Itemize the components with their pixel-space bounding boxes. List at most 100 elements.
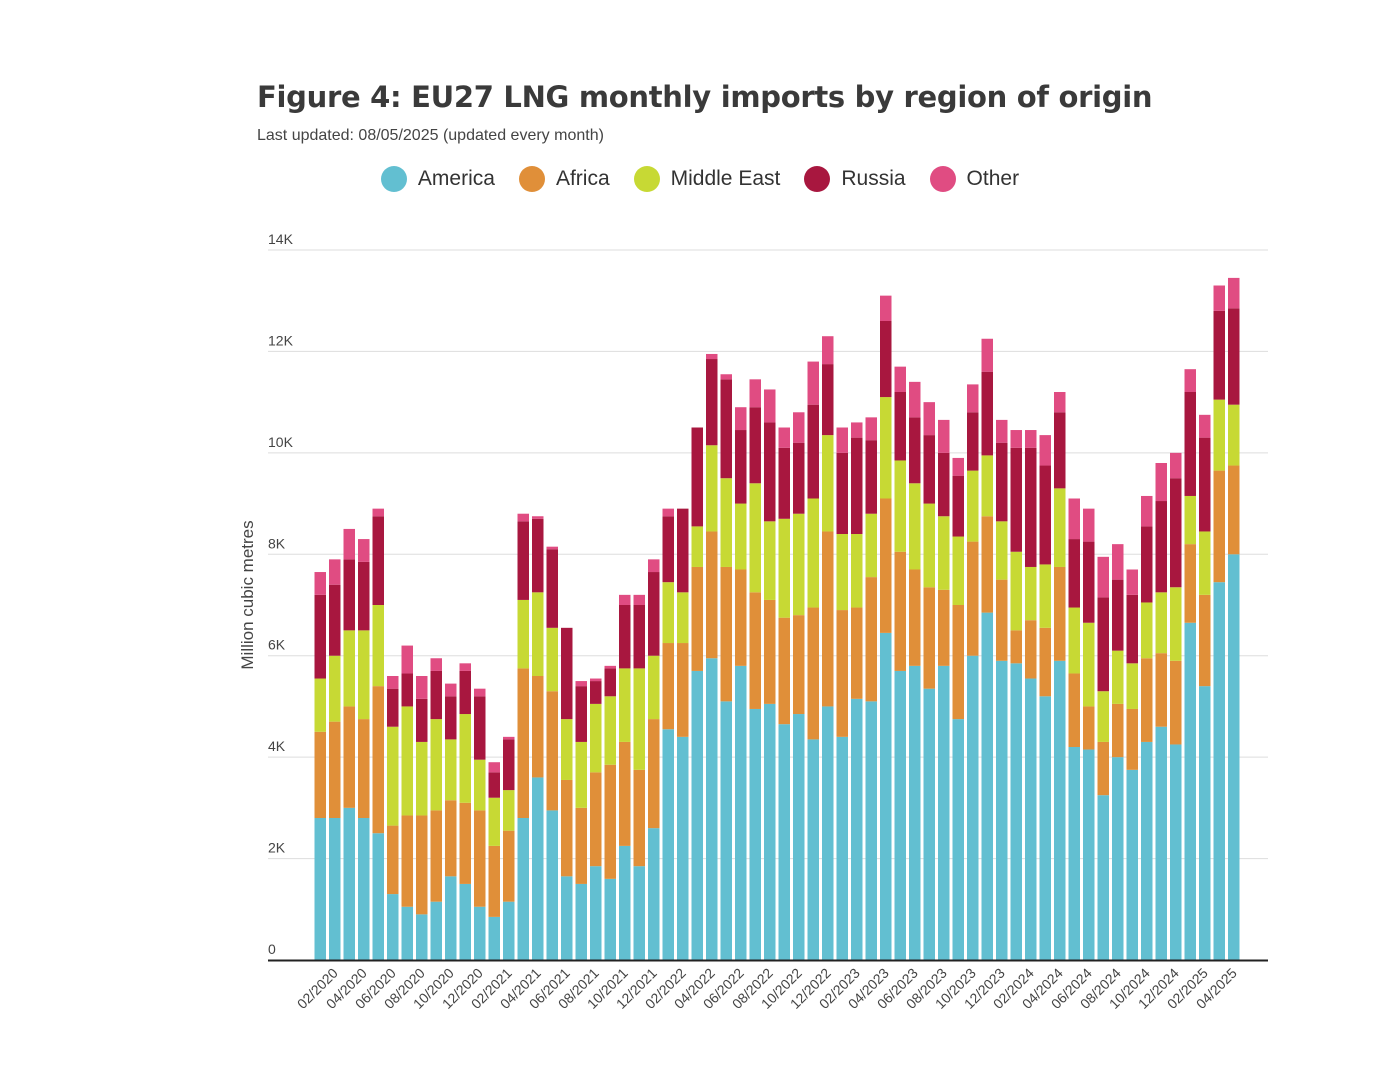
bar-middle-east[interactable] [633,668,646,770]
bar-other[interactable] [1213,285,1226,311]
bar-other[interactable] [720,374,733,380]
bar-russia[interactable] [1126,594,1139,664]
bar-middle-east[interactable] [880,397,892,499]
bar-america[interactable] [706,658,718,960]
bar-middle-east[interactable] [619,668,631,742]
bar-america[interactable] [401,906,414,960]
bar-africa[interactable] [749,592,762,709]
bar-middle-east[interactable] [401,706,414,816]
bar-middle-east[interactable] [1213,399,1226,471]
bar-america[interactable] [532,777,544,960]
bar-america[interactable] [677,736,689,960]
bar-russia[interactable] [735,430,747,504]
bar-russia[interactable] [1199,437,1211,532]
bar-middle-east[interactable] [416,741,428,816]
bar-america[interactable] [1126,769,1139,960]
bar-middle-east[interactable] [1068,607,1081,674]
bar-other[interactable] [1010,430,1023,448]
bar-russia[interactable] [604,668,617,697]
bar-other[interactable] [865,417,878,441]
bar-russia[interactable] [952,475,965,537]
bar-america[interactable] [720,701,733,960]
bar-africa[interactable] [691,566,704,671]
bar-russia[interactable] [1068,539,1081,608]
bar-africa[interactable] [503,830,515,902]
bar-america[interactable] [503,901,515,960]
bar-africa[interactable] [662,643,675,730]
bar-africa[interactable] [735,569,747,666]
bar-middle-east[interactable] [822,435,834,532]
bar-other[interactable] [445,683,457,697]
bar-america[interactable] [793,714,805,960]
bar-africa[interactable] [1213,470,1226,583]
bar-middle-east[interactable] [358,630,370,720]
bar-other[interactable] [503,736,515,740]
bar-america[interactable] [1054,660,1066,960]
bar-america[interactable] [517,818,530,960]
bar-africa[interactable] [923,587,936,689]
bar-other[interactable] [459,663,472,671]
bar-russia[interactable] [1170,478,1182,588]
bar-middle-east[interactable] [343,630,356,707]
bar-russia[interactable] [996,442,1008,522]
bar-other[interactable] [488,762,501,773]
bar-middle-east[interactable] [1039,564,1052,628]
bar-russia[interactable] [1141,526,1153,603]
bar-america[interactable] [1170,744,1182,960]
bar-russia[interactable] [619,605,631,669]
bar-other[interactable] [1025,430,1037,448]
bar-other[interactable] [416,676,428,699]
bar-africa[interactable] [1054,566,1066,661]
bar-america[interactable] [952,719,965,960]
bar-america[interactable] [329,818,341,960]
legend-item-middle-east[interactable]: Middle East [633,166,780,192]
bar-other[interactable] [1170,452,1182,479]
bar-other[interactable] [532,516,544,519]
bar-russia[interactable] [314,594,327,679]
bar-africa[interactable] [561,779,573,877]
bar-africa[interactable] [793,615,805,715]
bar-other[interactable] [793,412,805,443]
bar-other[interactable] [590,678,602,682]
bar-other[interactable] [401,645,414,674]
bar-america[interactable] [1068,747,1081,960]
bar-other[interactable] [1083,508,1095,542]
bar-other[interactable] [735,407,747,431]
bar-africa[interactable] [517,668,530,818]
bar-america[interactable] [851,698,863,960]
bar-russia[interactable] [1112,579,1124,651]
bar-africa[interactable] [1039,627,1052,697]
bar-other[interactable] [1155,463,1168,502]
bar-russia[interactable] [822,364,834,436]
bar-america[interactable] [1039,696,1052,960]
bar-middle-east[interactable] [430,719,443,811]
bar-other[interactable] [546,546,559,550]
bar-russia[interactable] [677,508,689,593]
bar-russia[interactable] [1228,308,1240,405]
bar-middle-east[interactable] [648,655,660,720]
bar-russia[interactable] [764,422,776,522]
bar-america[interactable] [474,906,486,960]
bar-other[interactable] [778,427,791,448]
bar-africa[interactable] [1199,594,1211,687]
bar-america[interactable] [314,818,327,960]
bar-africa[interactable] [1083,706,1095,750]
bar-middle-east[interactable] [488,797,501,846]
bar-middle-east[interactable] [1083,622,1095,707]
bar-other[interactable] [575,681,588,687]
bar-russia[interactable] [720,379,733,479]
bar-other[interactable] [329,559,341,585]
bar-other[interactable] [1141,495,1153,527]
bar-africa[interactable] [1155,653,1168,727]
bar-middle-east[interactable] [706,445,718,532]
bar-other[interactable] [372,508,385,517]
bar-russia[interactable] [967,412,979,471]
bar-africa[interactable] [836,610,849,737]
legend-item-other[interactable]: Other [929,166,1019,192]
bar-other[interactable] [996,419,1008,443]
bar-other[interactable] [967,384,979,413]
bar-middle-east[interactable] [387,726,399,826]
bar-america[interactable] [1097,795,1110,960]
bar-other[interactable] [1112,544,1124,580]
bar-middle-east[interactable] [836,534,849,611]
